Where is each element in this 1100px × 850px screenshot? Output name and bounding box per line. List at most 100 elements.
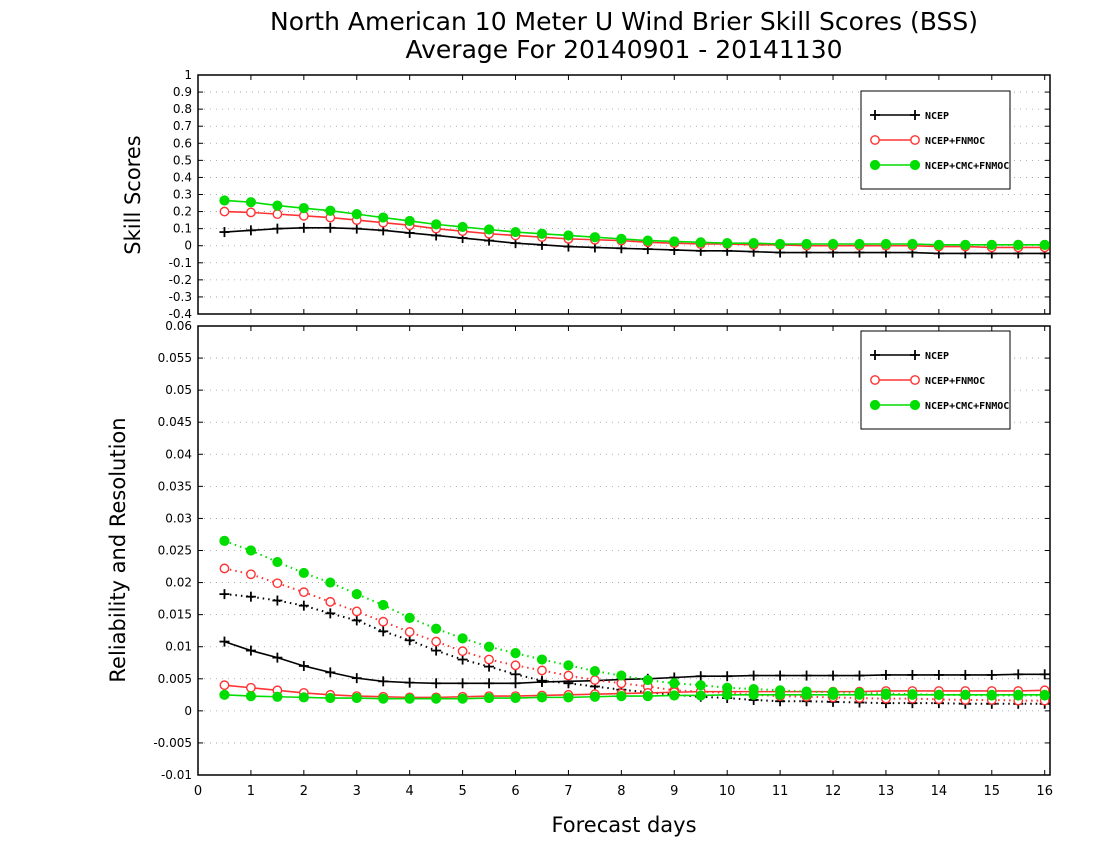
bottom-data-point-ncep-cmc-fnmoc: [510, 648, 521, 659]
bottom-y-tick-label: 0.025: [158, 544, 192, 558]
top-series-line-ncep-cmc-fnmoc: [224, 199, 1045, 246]
bottom-data-point-ncep-cmc-fnmoc: [669, 678, 680, 689]
top-data-point-ncep-cmc-fnmoc: [431, 219, 442, 230]
top-data-point-ncep-cmc-fnmoc: [695, 237, 706, 248]
top-legend: NCEP NCEP+FNMOC NCEP+CMC+FNMOC: [860, 90, 1011, 190]
bottom-data-point-ncep: [880, 669, 891, 680]
bottom-data-point-ncep-cmc-fnmoc: [827, 689, 839, 700]
bottom-data-point-ncep: [272, 595, 283, 606]
bottom-legend-entry-ncep: NCEP: [870, 350, 949, 362]
bottom-data-point-ncep-fnmoc: [537, 665, 547, 676]
bottom-data-point-ncep-fnmoc: [351, 606, 362, 617]
bottom-y-tick-label: 0.05: [165, 383, 192, 397]
bottom-legend-label: NCEP+CMC+FNMOC: [925, 401, 1009, 412]
bottom-y-tick-label: 0.06: [165, 319, 192, 333]
bottom-data-point-ncep-cmc-fnmoc: [298, 567, 309, 579]
bottom-y-tick-label: 0.055: [158, 351, 192, 365]
bottom-data-point-ncep: [298, 660, 309, 671]
bottom-data-point-ncep-cmc-fnmoc: [457, 693, 468, 704]
bottom-data-point-ncep: [404, 635, 415, 646]
bottom-data-point-ncep-cmc-fnmoc: [219, 689, 230, 700]
bottom-data-point-ncep-cmc-fnmoc: [1013, 689, 1024, 700]
top-y-tick-label: 0.6: [173, 136, 192, 150]
bottom-data-point-ncep-cmc-fnmoc: [378, 599, 389, 611]
bottom-y-tick-label: 0.005: [158, 672, 192, 686]
top-data-point-ncep-cmc-fnmoc: [325, 205, 336, 216]
bottom-data-point-ncep-cmc-fnmoc: [457, 633, 468, 644]
top-data-point-ncep-cmc-fnmoc: [933, 239, 944, 250]
top-data-point-ncep-cmc-fnmoc: [378, 212, 389, 223]
bottom-data-point-ncep-cmc-fnmoc: [378, 693, 389, 704]
bottom-data-point-ncep-cmc-fnmoc: [642, 674, 653, 686]
bottom-data-point-ncep-cmc-fnmoc: [695, 690, 706, 701]
top-data-point-ncep-cmc-fnmoc: [1039, 239, 1050, 250]
bottom-data-point-ncep-cmc-fnmoc: [589, 665, 600, 677]
bottom-data-point-ncep-cmc-fnmoc: [722, 689, 733, 700]
top-series-line-ncep: [224, 226, 1045, 255]
top-data-point-ncep-cmc-fnmoc: [854, 238, 865, 250]
top-data-point-ncep-cmc-fnmoc: [748, 238, 759, 249]
x-tick-label: 1: [247, 784, 255, 799]
bottom-data-point-ncep-cmc-fnmoc: [351, 589, 362, 600]
x-tick-label: 14: [931, 784, 948, 799]
bottom-data-point-ncep: [457, 654, 468, 665]
bottom-data-point-ncep: [457, 678, 468, 689]
bottom-data-point-ncep-cmc-fnmoc: [245, 691, 257, 702]
top-data-point-ncep-cmc-fnmoc: [986, 239, 997, 250]
bottom-legend-marker: [869, 399, 881, 411]
bottom-data-point-ncep: [536, 676, 547, 687]
bottom-data-point-ncep: [404, 677, 415, 688]
bottom-legend-entry-ncep-cmc-fnmoc: NCEP+CMC+FNMOC: [869, 399, 1009, 412]
bottom-data-point-ncep-cmc-fnmoc: [986, 689, 997, 700]
bottom-data-point-ncep-cmc-fnmoc: [536, 692, 548, 703]
top-legend-label: NCEP+FNMOC: [925, 136, 985, 147]
top-legend-entry-ncep-fnmoc: NCEP+FNMOC: [870, 135, 985, 147]
bottom-data-point-ncep: [219, 636, 230, 647]
bottom-y-tick-label: 0.04: [165, 447, 192, 461]
top-legend-label: NCEP: [925, 111, 949, 122]
bottom-data-point-ncep-cmc-fnmoc: [616, 691, 627, 702]
bottom-data-point-ncep: [801, 670, 812, 681]
bottom-data-point-ncep-cmc-fnmoc: [245, 545, 257, 556]
bottom-data-point-ncep: [245, 645, 256, 656]
bottom-y-tick-label: 0: [184, 704, 192, 718]
bottom-legend-marker: [870, 350, 880, 360]
top-data-point-ncep-cmc-fnmoc: [404, 215, 415, 227]
bottom-data-point-ncep-cmc-fnmoc: [1039, 689, 1050, 700]
top-data-point-ncep-cmc-fnmoc: [669, 236, 680, 247]
bottom-data-point-ncep-fnmoc: [589, 675, 600, 685]
top-series-line-ncep-fnmoc: [224, 210, 1045, 249]
bottom-data-point-ncep-fnmoc: [484, 654, 494, 665]
bottom-data-point-ncep-fnmoc: [298, 587, 309, 598]
bottom-data-point-ncep: [351, 615, 362, 626]
bottom-data-point-ncep-cmc-fnmoc: [748, 689, 759, 700]
top-legend-label: NCEP+CMC+FNMOC: [925, 161, 1009, 172]
bottom-data-point-ncep: [986, 669, 997, 680]
bottom-data-point-ncep: [1039, 669, 1050, 680]
top-data-point-ncep-cmc-fnmoc: [457, 221, 468, 233]
bottom-data-point-ncep: [510, 669, 521, 680]
bottom-data-point-ncep-cmc-fnmoc: [775, 689, 786, 700]
top-y-tick-label: 0.7: [173, 119, 192, 133]
bottom-legend-entry-ncep-fnmoc: NCEP+FNMOC: [870, 375, 985, 387]
top-data-point-ncep-cmc-fnmoc: [642, 235, 653, 246]
x-tick-label: 9: [670, 784, 678, 799]
bottom-data-point-ncep-fnmoc: [219, 563, 230, 574]
bottom-legend-marker: [910, 350, 920, 360]
bottom-data-point-ncep: [245, 591, 256, 602]
top-y-tick-label: -0.4: [169, 307, 192, 321]
top-data-point-ncep-cmc-fnmoc: [616, 233, 627, 244]
top-y-tick-label: 0.2: [173, 205, 192, 219]
top-legend-entry-ncep-cmc-fnmoc: NCEP+CMC+FNMOC: [869, 159, 1009, 172]
top-y-tick-label: -0.3: [169, 290, 192, 304]
bottom-y-tick-label: 0.015: [158, 608, 192, 622]
top-data-point-ncep-cmc-fnmoc: [351, 209, 362, 220]
top-legend-marker: [910, 135, 920, 145]
bottom-data-point-ncep-cmc-fnmoc: [960, 689, 971, 700]
top-y-tick-label: 0.3: [173, 188, 192, 202]
bottom-series-line-ncep: [224, 593, 1045, 705]
bottom-series-ncep-cmc-fnmoc-solid: [219, 689, 1050, 704]
bottom-data-point-ncep-cmc-fnmoc: [880, 689, 892, 700]
top-legend-marker: [869, 159, 881, 171]
top-legend-marker: [909, 159, 921, 171]
